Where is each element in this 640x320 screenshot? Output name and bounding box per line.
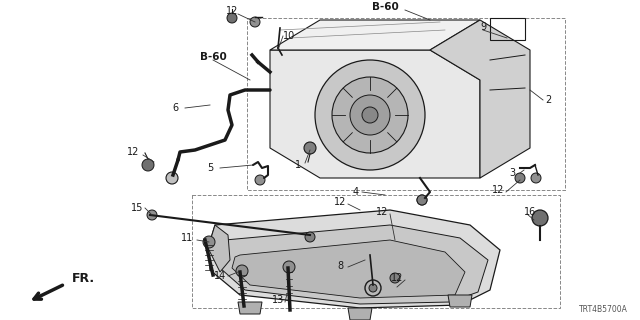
- Text: 16: 16: [524, 207, 536, 217]
- Text: 12: 12: [376, 207, 388, 217]
- Circle shape: [369, 284, 377, 292]
- Polygon shape: [430, 20, 530, 178]
- Circle shape: [283, 261, 295, 273]
- Polygon shape: [270, 50, 480, 178]
- Text: 14: 14: [214, 271, 226, 281]
- Circle shape: [166, 172, 178, 184]
- Circle shape: [515, 173, 525, 183]
- Text: 3: 3: [509, 168, 515, 178]
- Circle shape: [236, 265, 248, 277]
- Circle shape: [255, 175, 265, 185]
- Polygon shape: [270, 20, 480, 50]
- Circle shape: [250, 17, 260, 27]
- Text: 9: 9: [480, 22, 486, 32]
- Circle shape: [304, 142, 316, 154]
- Circle shape: [203, 236, 215, 248]
- Circle shape: [332, 77, 408, 153]
- Text: 12: 12: [334, 197, 346, 207]
- Circle shape: [417, 195, 427, 205]
- Polygon shape: [348, 308, 372, 320]
- Polygon shape: [208, 210, 500, 308]
- Polygon shape: [238, 302, 262, 314]
- Text: 5: 5: [207, 163, 213, 173]
- Circle shape: [350, 95, 390, 135]
- Circle shape: [227, 13, 237, 23]
- Polygon shape: [208, 225, 230, 272]
- Circle shape: [142, 159, 154, 171]
- Text: 12: 12: [226, 6, 238, 16]
- Circle shape: [362, 107, 378, 123]
- Polygon shape: [232, 240, 465, 298]
- Text: 1: 1: [295, 160, 301, 170]
- Polygon shape: [220, 225, 488, 304]
- Circle shape: [305, 232, 315, 242]
- Text: 10: 10: [283, 31, 295, 41]
- Text: 2: 2: [545, 95, 551, 105]
- Text: B-60: B-60: [200, 52, 227, 62]
- Circle shape: [390, 273, 400, 283]
- Text: 12: 12: [127, 147, 139, 157]
- Circle shape: [147, 210, 157, 220]
- Text: FR.: FR.: [72, 273, 95, 285]
- Text: 6: 6: [172, 103, 178, 113]
- Text: TRT4B5700A: TRT4B5700A: [579, 305, 628, 314]
- Text: 11: 11: [181, 233, 193, 243]
- Circle shape: [315, 60, 425, 170]
- Text: 13: 13: [272, 295, 284, 305]
- Text: B-60: B-60: [372, 2, 398, 12]
- Circle shape: [532, 210, 548, 226]
- Circle shape: [531, 173, 541, 183]
- Text: 4: 4: [353, 187, 359, 197]
- Text: 12: 12: [391, 273, 403, 283]
- Text: 8: 8: [337, 261, 343, 271]
- Text: 12: 12: [492, 185, 504, 195]
- Text: 15: 15: [131, 203, 143, 213]
- Polygon shape: [448, 295, 472, 307]
